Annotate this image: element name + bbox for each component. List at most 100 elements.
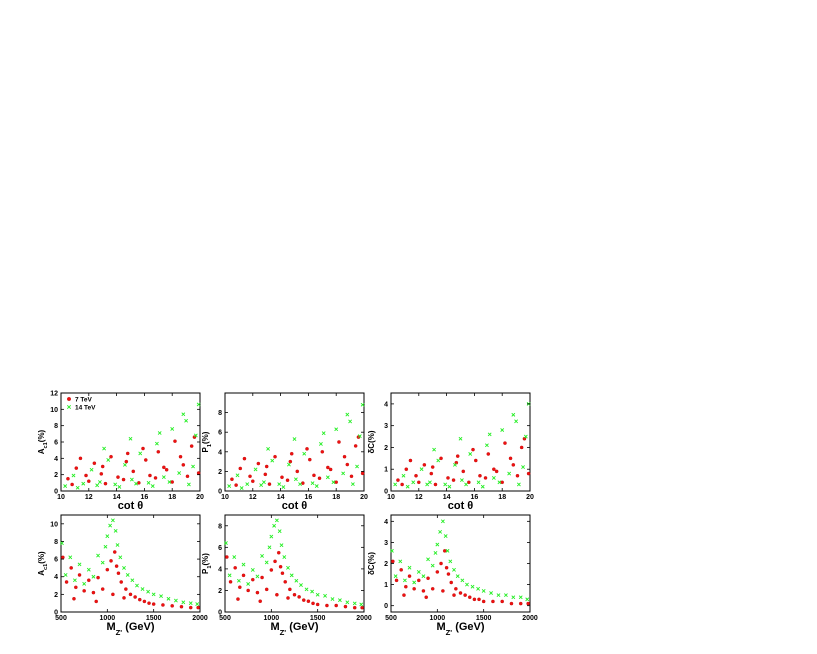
- data-point-7tev: [455, 454, 460, 458]
- data-point-14tev: [161, 475, 166, 480]
- data-point-7tev: [414, 474, 418, 478]
- data-point-14tev: [292, 437, 297, 441]
- data-point-7tev: [233, 566, 237, 570]
- series-14tev: [390, 519, 530, 602]
- y-axis-label: δC(%): [367, 430, 376, 453]
- y-tick-label: 0: [54, 489, 58, 496]
- y-tick-label: 0: [384, 603, 388, 610]
- y-tick-label: 12: [50, 391, 58, 398]
- data-point-14tev: [348, 419, 353, 424]
- data-point-7tev: [477, 597, 481, 602]
- y-axis-label: Ac1(%): [37, 429, 49, 454]
- data-point-7tev: [248, 474, 252, 479]
- y-tick-label: 8: [54, 423, 58, 430]
- data-point-7tev: [325, 603, 329, 608]
- y-tick-label: 6: [218, 545, 222, 552]
- data-point-14tev: [310, 589, 315, 594]
- series-7tev: [225, 550, 364, 610]
- data-point-14tev: [421, 574, 426, 579]
- data-point-14tev: [304, 587, 309, 592]
- plot-frame: [390, 514, 531, 613]
- data-point-7tev: [486, 452, 491, 456]
- data-point-14tev: [500, 428, 505, 432]
- x-tick-label: 500: [219, 615, 231, 622]
- y-tick-label: 1: [384, 582, 388, 589]
- data-point-7tev: [308, 457, 312, 462]
- data-point-7tev: [441, 589, 445, 593]
- data-point-14tev: [146, 589, 151, 594]
- y-tick-label: 4: [218, 566, 222, 573]
- y-tick-label: 2: [54, 472, 58, 479]
- data-point-7tev: [78, 456, 83, 461]
- data-point-14tev: [113, 528, 118, 533]
- data-point-7tev: [421, 589, 426, 593]
- data-point-7tev: [345, 462, 350, 467]
- series-7tev: [391, 549, 530, 606]
- data-point-14tev: [255, 574, 260, 579]
- data-point-7tev: [360, 471, 365, 476]
- data-point-7tev: [251, 577, 255, 582]
- data-point-14tev: [497, 480, 502, 485]
- series-7tev: [230, 435, 365, 487]
- data-point-14tev: [310, 481, 315, 486]
- data-point-7tev: [404, 584, 408, 589]
- data-point-14tev: [103, 544, 108, 549]
- data-point-7tev: [326, 465, 330, 470]
- data-point-7tev: [64, 580, 69, 584]
- data-point-7tev: [100, 587, 105, 591]
- data-point-7tev: [225, 555, 229, 559]
- data-point-14tev: [401, 473, 406, 478]
- data-point-7tev: [189, 444, 194, 448]
- data-point-7tev: [179, 604, 184, 609]
- data-point-7tev: [234, 483, 238, 487]
- data-point-7tev: [275, 593, 279, 597]
- data-point-14tev: [393, 482, 398, 487]
- y-tick-label: 2: [218, 469, 222, 476]
- data-point-14tev: [277, 529, 282, 534]
- data-point-7tev: [526, 601, 530, 606]
- data-point-7tev: [228, 580, 233, 584]
- data-point-7tev: [242, 456, 247, 461]
- data-point-14tev: [140, 587, 145, 591]
- data-point-14tev: [321, 431, 326, 436]
- x-tick-label: 18: [332, 494, 340, 501]
- data-point-14tev: [407, 565, 412, 570]
- data-point-14tev: [426, 557, 430, 562]
- data-point-14tev: [440, 519, 445, 524]
- data-point-14tev: [81, 481, 86, 486]
- data-point-7tev: [500, 480, 504, 485]
- data-point-14tev: [412, 580, 417, 585]
- data-point-7tev: [334, 603, 338, 608]
- panel-top-middle: 10 12 14 16 18 20 0 2 4 6 8 cot θ P1(%): [201, 392, 368, 512]
- data-point-14tev: [430, 563, 435, 568]
- data-point-7tev: [138, 597, 142, 602]
- data-point-14tev: [177, 471, 182, 475]
- data-point-7tev: [156, 450, 161, 454]
- data-point-14tev: [314, 484, 319, 489]
- data-point-14tev: [419, 467, 424, 472]
- data-point-7tev: [116, 571, 121, 575]
- y-tick-label: 6: [54, 440, 58, 447]
- data-point-7tev: [125, 451, 130, 456]
- series-14tev: [227, 402, 365, 490]
- data-point-14tev: [246, 582, 251, 586]
- data-point-7tev: [103, 481, 108, 486]
- data-point-14tev: [154, 441, 159, 446]
- data-point-7tev: [288, 459, 293, 464]
- data-point-7tev: [461, 469, 466, 474]
- data-point-14tev: [102, 446, 107, 451]
- data-point-7tev: [342, 454, 347, 459]
- data-point-7tev: [491, 599, 495, 604]
- data-point-14tev: [89, 467, 94, 472]
- data-point-14tev: [110, 518, 115, 523]
- x-tick-label: 1000: [264, 615, 280, 622]
- data-point-7tev: [141, 446, 145, 451]
- data-point-7tev: [267, 482, 272, 486]
- x-tick-label: 10: [221, 494, 229, 501]
- y-tick-label: 10: [50, 407, 58, 414]
- data-point-7tev: [196, 471, 201, 475]
- data-point-7tev: [181, 463, 186, 467]
- data-point-14tev: [390, 548, 394, 553]
